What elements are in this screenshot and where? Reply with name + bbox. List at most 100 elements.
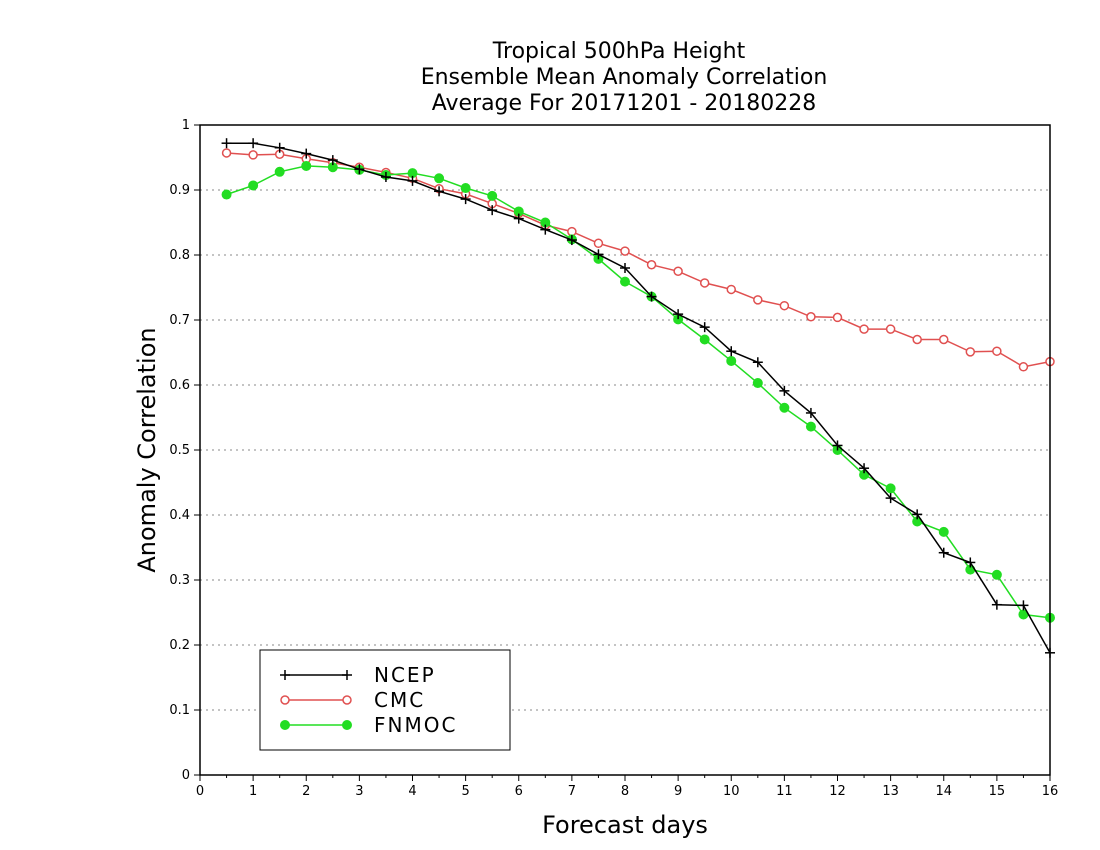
x-tick-label: 15: [989, 784, 1006, 799]
data-point-cmc: [859, 324, 869, 334]
chart-title-line-2: Ensemble Mean Anomaly Correlation: [421, 65, 828, 90]
data-point-fnmoc: [699, 334, 710, 345]
x-tick-label: 5: [461, 784, 469, 799]
data-point-fnmoc: [434, 173, 445, 184]
data-point-fnmoc: [752, 378, 763, 389]
x-tick-label: 12: [829, 784, 846, 799]
x-tick-label: 4: [408, 784, 416, 799]
data-point-ncep: [380, 172, 391, 182]
data-point-ncep: [513, 213, 524, 224]
data-point-cmc: [726, 284, 736, 295]
data-point-fnmoc: [885, 483, 896, 494]
x-tick-label: 7: [568, 784, 576, 799]
series-line-cmc: [226, 152, 1051, 368]
x-axis-title: Forecast days: [542, 811, 708, 839]
data-point-ncep: [699, 322, 710, 333]
y-tick-label: 0.5: [169, 443, 190, 458]
data-point-ncep: [779, 385, 790, 396]
legend-label-ncep: NCEP: [374, 663, 436, 687]
data-point-fnmoc: [779, 402, 790, 413]
chart-title-line-3: Average For 20171201 - 20180228: [432, 91, 817, 116]
legend-entry-ncep: NCEP: [280, 663, 436, 687]
data-point-ncep: [487, 205, 498, 216]
x-tick-label: 11: [776, 784, 793, 799]
data-series: [221, 138, 1055, 658]
data-point-cmc: [753, 295, 763, 305]
data-point-ncep: [991, 599, 1002, 610]
y-tick-label: 0.7: [169, 313, 190, 328]
data-point-ncep: [620, 263, 630, 273]
x-tick-label: 8: [621, 784, 629, 799]
x-tick-label: 2: [302, 784, 310, 799]
data-point-cmc: [992, 346, 1002, 356]
data-point-cmc: [912, 334, 922, 345]
data-point-ncep: [274, 142, 285, 153]
data-point-ncep: [593, 249, 604, 260]
y-tick-label: 0.8: [169, 248, 190, 263]
data-point-ncep: [566, 235, 577, 246]
chart-title-line-1: Tropical 500hPa Height: [492, 39, 746, 64]
y-tick-label: 1: [182, 118, 190, 133]
data-point-ncep: [885, 493, 896, 504]
series-fnmoc: [221, 160, 1055, 623]
data-point-cmc: [248, 150, 258, 160]
y-tick-label: 0.2: [169, 638, 190, 653]
data-point-cmc: [620, 246, 630, 256]
series-line-fnmoc: [226, 165, 1051, 619]
data-point-cmc: [673, 266, 683, 276]
y-tick-label: 0.3: [169, 573, 190, 588]
data-point-ncep: [646, 291, 657, 302]
data-point-ncep: [726, 346, 737, 357]
x-tick-label: 0: [196, 784, 204, 799]
x-tick-label: 3: [355, 784, 363, 799]
data-point-ncep: [805, 407, 816, 418]
data-point-cmc: [832, 312, 843, 323]
y-tick-label: 0.6: [169, 378, 190, 393]
data-point-ncep: [540, 224, 551, 235]
data-point-ncep: [965, 557, 976, 568]
legend-marker-ncep: [342, 670, 352, 680]
data-point-ncep: [221, 138, 232, 149]
data-point-ncep: [859, 463, 870, 474]
y-tick-label: 0.9: [169, 183, 190, 198]
data-point-ncep: [248, 138, 259, 149]
data-point-ncep: [832, 440, 843, 451]
data-point-cmc: [779, 300, 790, 311]
data-point-fnmoc: [487, 190, 498, 201]
x-tick-label: 6: [515, 784, 523, 799]
x-tick-label: 14: [935, 784, 952, 799]
data-point-fnmoc: [991, 569, 1002, 580]
legend-marker-cmc: [342, 695, 352, 705]
legend-marker-ncep: [280, 670, 290, 680]
data-point-fnmoc: [301, 160, 312, 171]
data-point-ncep: [407, 175, 418, 186]
data-point-ncep: [1018, 600, 1029, 611]
data-point-fnmoc: [620, 276, 630, 287]
data-point-cmc: [221, 148, 232, 158]
data-point-fnmoc: [726, 355, 737, 366]
series-cmc: [221, 148, 1055, 372]
series-ncep: [221, 138, 1055, 658]
data-point-fnmoc: [248, 180, 259, 191]
x-tick-label: 16: [1042, 784, 1059, 799]
x-tick-label: 1: [249, 784, 257, 799]
series-line-ncep: [226, 142, 1051, 654]
legend-marker-fnmoc: [342, 720, 352, 730]
x-tick-label: 13: [882, 784, 899, 799]
x-tick-label: 10: [723, 784, 740, 799]
data-point-cmc: [593, 238, 604, 249]
data-point-ncep: [434, 186, 445, 197]
legend-entry-cmc: CMC: [280, 688, 423, 712]
data-point-ncep: [912, 509, 923, 520]
data-point-fnmoc: [805, 421, 816, 432]
y-tick-label: 0.1: [169, 703, 190, 718]
data-point-fnmoc: [938, 526, 949, 537]
data-point-cmc: [885, 324, 896, 334]
data-point-fnmoc: [274, 166, 285, 177]
x-tick-label: 9: [674, 784, 682, 799]
data-point-fnmoc: [460, 183, 471, 194]
data-point-ncep: [752, 357, 763, 368]
data-point-cmc: [965, 347, 976, 357]
